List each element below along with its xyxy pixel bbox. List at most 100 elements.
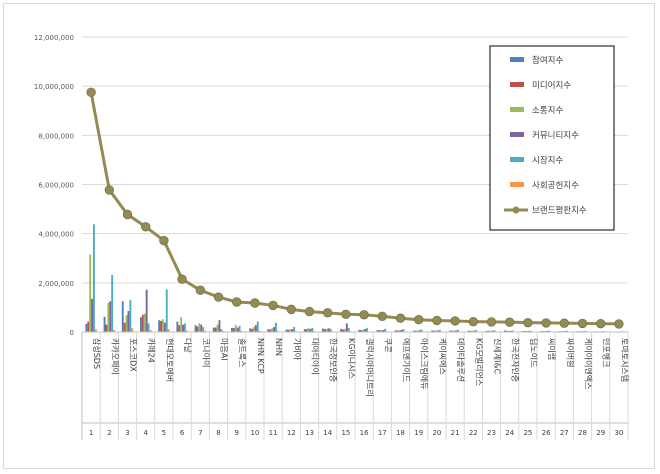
bar-미디어지수 bbox=[360, 330, 363, 332]
bar-미디어지수 bbox=[323, 329, 326, 332]
bar-시장지수 bbox=[438, 329, 441, 332]
y-tick-label: 12,000,000 bbox=[34, 34, 74, 42]
bar-참여지수 bbox=[194, 325, 197, 332]
bar-참여지수 bbox=[449, 330, 452, 332]
bar-참여지수 bbox=[431, 330, 434, 332]
line-point bbox=[122, 209, 133, 220]
legend-box bbox=[489, 45, 615, 231]
bar-참여지수 bbox=[285, 329, 288, 332]
line-point bbox=[596, 318, 606, 329]
bar-커뮤니티지수 bbox=[127, 311, 130, 332]
bar-소통지수 bbox=[271, 328, 274, 332]
category-number: 7 bbox=[198, 429, 202, 437]
category-number: 8 bbox=[216, 429, 220, 437]
bar-커뮤니티지수 bbox=[509, 330, 512, 332]
bar-참여지수 bbox=[340, 328, 343, 332]
line-point bbox=[614, 319, 624, 329]
bar-미디어지수 bbox=[451, 330, 454, 332]
bar-미디어지수 bbox=[342, 329, 344, 332]
line-point bbox=[231, 297, 242, 307]
x-tick-label: 솔트룩스 bbox=[238, 338, 247, 367]
bar-시장지수 bbox=[256, 321, 259, 332]
brand-index-line bbox=[86, 87, 624, 329]
bar-참여지수 bbox=[85, 323, 88, 332]
category-number: 15 bbox=[341, 429, 350, 437]
category-number: 29 bbox=[596, 429, 605, 437]
x-tick-label: 한국전자인증 bbox=[511, 338, 521, 382]
bar-미디어지수 bbox=[251, 328, 253, 332]
legend-label: 시장지수 bbox=[532, 155, 563, 166]
category-number: 13 bbox=[305, 429, 314, 437]
bar-시장지수 bbox=[402, 329, 405, 332]
category-number: 25 bbox=[523, 429, 532, 437]
category-number: 4 bbox=[143, 429, 148, 437]
bar-미디어지수 bbox=[141, 314, 144, 332]
x-axis: 삼성SDS 1 카카오페이 2 포스코DX 3 카페24 4 현대오토에버 5 다날 6 코나아이 7 마음… bbox=[81, 331, 630, 440]
bar-시장지수 bbox=[529, 330, 532, 332]
legend-label: 미디어지수 bbox=[532, 80, 571, 91]
bar-미디어지수 bbox=[433, 330, 435, 332]
bar-시장지수 bbox=[511, 330, 514, 332]
line-point bbox=[304, 306, 315, 317]
bar-소통지수 bbox=[344, 328, 346, 332]
bar-시장지수 bbox=[548, 330, 550, 332]
category-number: 14 bbox=[323, 429, 332, 437]
bar-소통지수 bbox=[471, 330, 474, 332]
y-tick-label: 8,000,000 bbox=[38, 132, 74, 140]
bar-참여지수 bbox=[322, 328, 324, 332]
bar-커뮤니티지수 bbox=[200, 324, 203, 332]
gridlines bbox=[82, 36, 628, 284]
line-point bbox=[250, 298, 260, 308]
bar-참여지수 bbox=[358, 329, 361, 332]
bar-커뮤니티지수 bbox=[163, 322, 166, 332]
x-tick-label: 카페24 bbox=[147, 338, 157, 363]
x-tick-label: 갤럭시아머니트리 bbox=[365, 338, 375, 397]
bar-참여지수 bbox=[485, 330, 488, 332]
bar-커뮤니티지수 bbox=[91, 298, 93, 332]
bar-시장지수 bbox=[275, 322, 277, 332]
category-number: 17 bbox=[378, 429, 387, 437]
bar-미디어지수 bbox=[287, 329, 290, 332]
x-tick-label: 에프엔가이드 bbox=[402, 338, 412, 382]
bar-소통지수 bbox=[253, 327, 255, 332]
bar-소통지수 bbox=[107, 302, 110, 332]
bar-커뮤니티지수 bbox=[364, 329, 366, 332]
line-point bbox=[195, 285, 206, 295]
category-number: 2 bbox=[107, 429, 111, 437]
y-tick-label: 6,000,000 bbox=[38, 182, 74, 190]
bar-소통지수 bbox=[435, 330, 437, 332]
x-tick-label: 아이스크림에듀 bbox=[420, 338, 430, 390]
bar-미디어지수 bbox=[105, 324, 108, 332]
legend-label: 브랜드평판지수 bbox=[532, 205, 587, 216]
bar-커뮤니티지수 bbox=[273, 327, 275, 332]
bar-참여지수 bbox=[140, 317, 142, 332]
bar-참여지수 bbox=[413, 330, 415, 332]
bar-소통지수 bbox=[289, 329, 292, 332]
category-number: 3 bbox=[125, 429, 129, 437]
category-number: 28 bbox=[578, 429, 587, 437]
bar-시장지수 bbox=[329, 328, 332, 332]
bar-커뮤니티지수 bbox=[182, 324, 184, 332]
x-tick-label: 삼성SDS bbox=[92, 338, 102, 369]
line-point bbox=[414, 315, 424, 325]
bar-소통지수 bbox=[325, 328, 328, 332]
bar-사회공헌지수 bbox=[131, 328, 134, 332]
legend-swatch bbox=[510, 57, 524, 62]
bar-참여지수 bbox=[158, 320, 161, 332]
bar-시장지수 bbox=[347, 328, 350, 332]
y-tick-label: 10,000,000 bbox=[34, 83, 74, 91]
bar-미디어지수 bbox=[305, 329, 308, 332]
y-tick-label: 2,000,000 bbox=[38, 280, 74, 288]
bar-미디어지수 bbox=[414, 330, 417, 332]
bar-커뮤니티지수 bbox=[291, 329, 294, 332]
line-point bbox=[104, 185, 115, 195]
line-point bbox=[559, 318, 570, 328]
category-number: 27 bbox=[560, 429, 569, 437]
line-point bbox=[486, 317, 497, 327]
bar-커뮤니티지수 bbox=[109, 301, 112, 332]
line-point bbox=[140, 222, 151, 232]
legend-label: 커뮤니티지수 bbox=[532, 130, 579, 141]
bar-시장지수 bbox=[475, 330, 478, 332]
bar-시장지수 bbox=[457, 329, 459, 332]
x-tick-label: 대아티아이 bbox=[311, 338, 321, 375]
